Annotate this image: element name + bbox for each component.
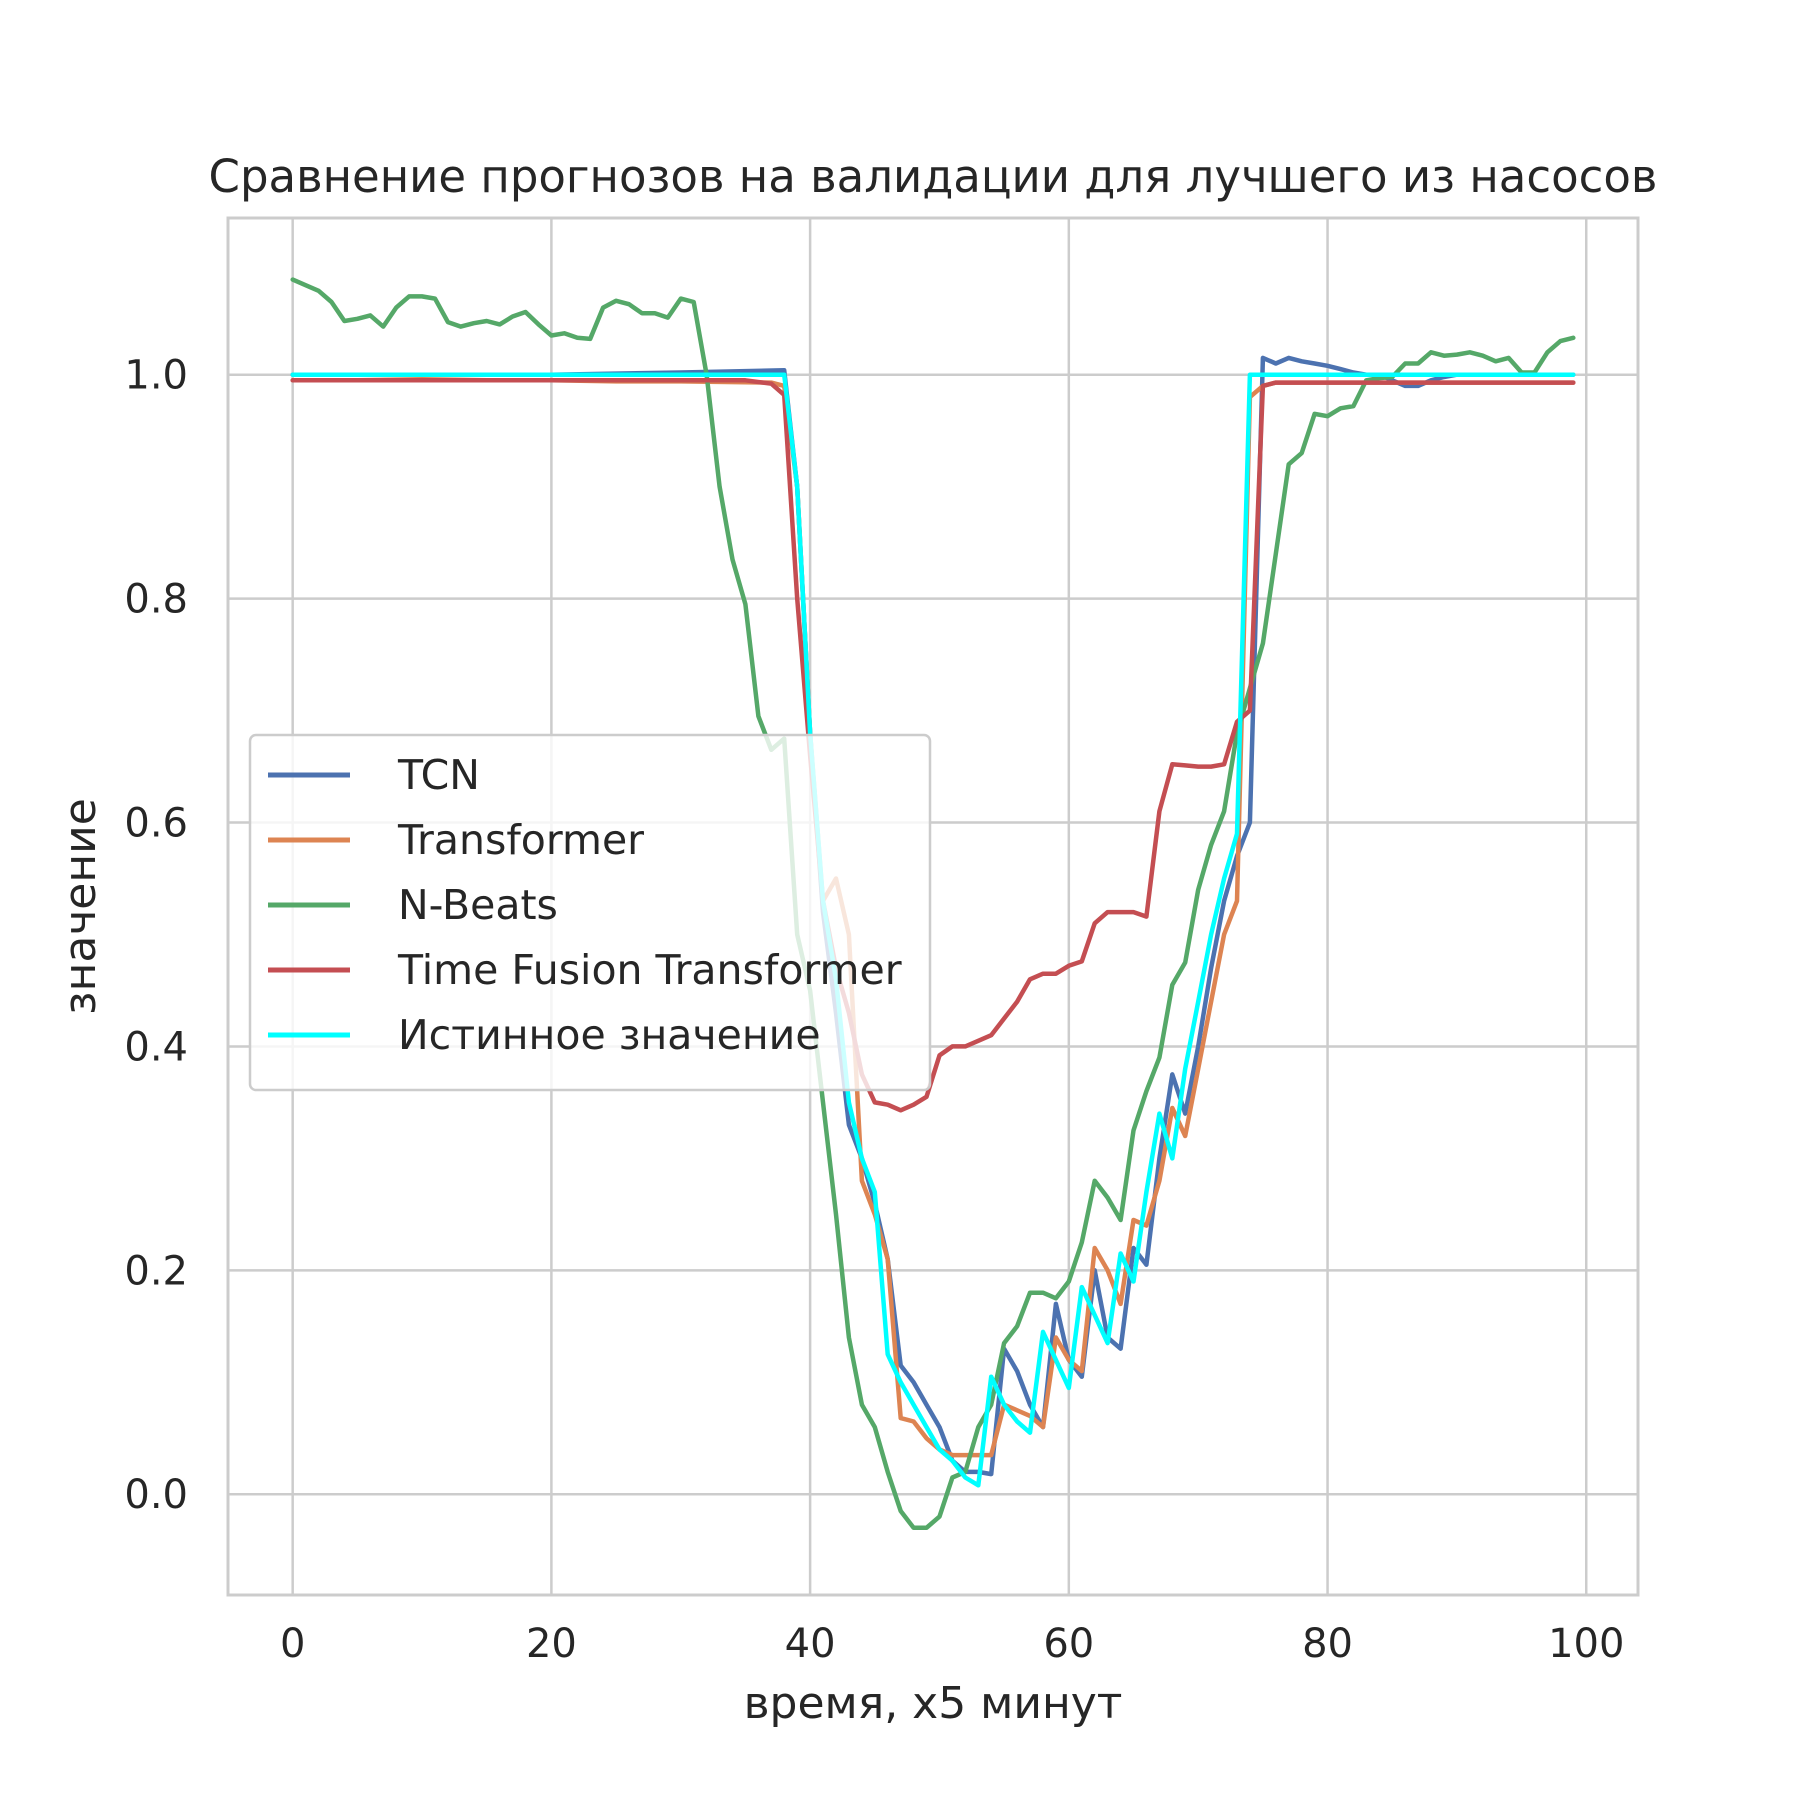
- legend-label: Time Fusion Transformer: [397, 946, 902, 994]
- x-tick-label: 60: [1043, 1621, 1094, 1667]
- y-tick-label: 0.8: [124, 577, 188, 623]
- x-tick-label: 20: [526, 1621, 577, 1667]
- y-tick-label: 0.0: [124, 1472, 188, 1518]
- y-tick-label: 1.0: [124, 353, 188, 399]
- y-tick-label: 0.6: [124, 801, 188, 847]
- x-tick-label: 80: [1302, 1621, 1353, 1667]
- x-tick-label: 40: [785, 1621, 836, 1667]
- y-tick-label: 0.2: [124, 1248, 188, 1294]
- legend-label: Transformer: [397, 816, 644, 864]
- legend-box: [248, 733, 932, 1092]
- x-tick-label: 100: [1548, 1621, 1624, 1667]
- x-tick-label: 0: [280, 1621, 305, 1667]
- x-axis-title: время, x5 минут: [744, 1678, 1123, 1729]
- chart-title: Сравнение прогнозов на валидации для луч…: [209, 150, 1658, 203]
- series-line: [290, 355, 1576, 1477]
- legend: TCN Transformer N-Beats Time Fusion Transfo…: [248, 733, 932, 1092]
- plot-frame: [226, 216, 1640, 1597]
- tick-labels: 0 20 40 60 80 100 0.0 0.2 0.4 0.6 0.8 1.0: [124, 353, 1624, 1667]
- y-axis-title: значение: [55, 798, 106, 1015]
- series-line: [290, 372, 1576, 1488]
- y-tick-label: 0.4: [124, 1024, 188, 1070]
- legend-label: N-Beats: [398, 881, 558, 929]
- legend-label: TCN: [397, 751, 480, 799]
- legend-label: Истинное значение: [398, 1011, 821, 1059]
- series-line: [290, 277, 1576, 1531]
